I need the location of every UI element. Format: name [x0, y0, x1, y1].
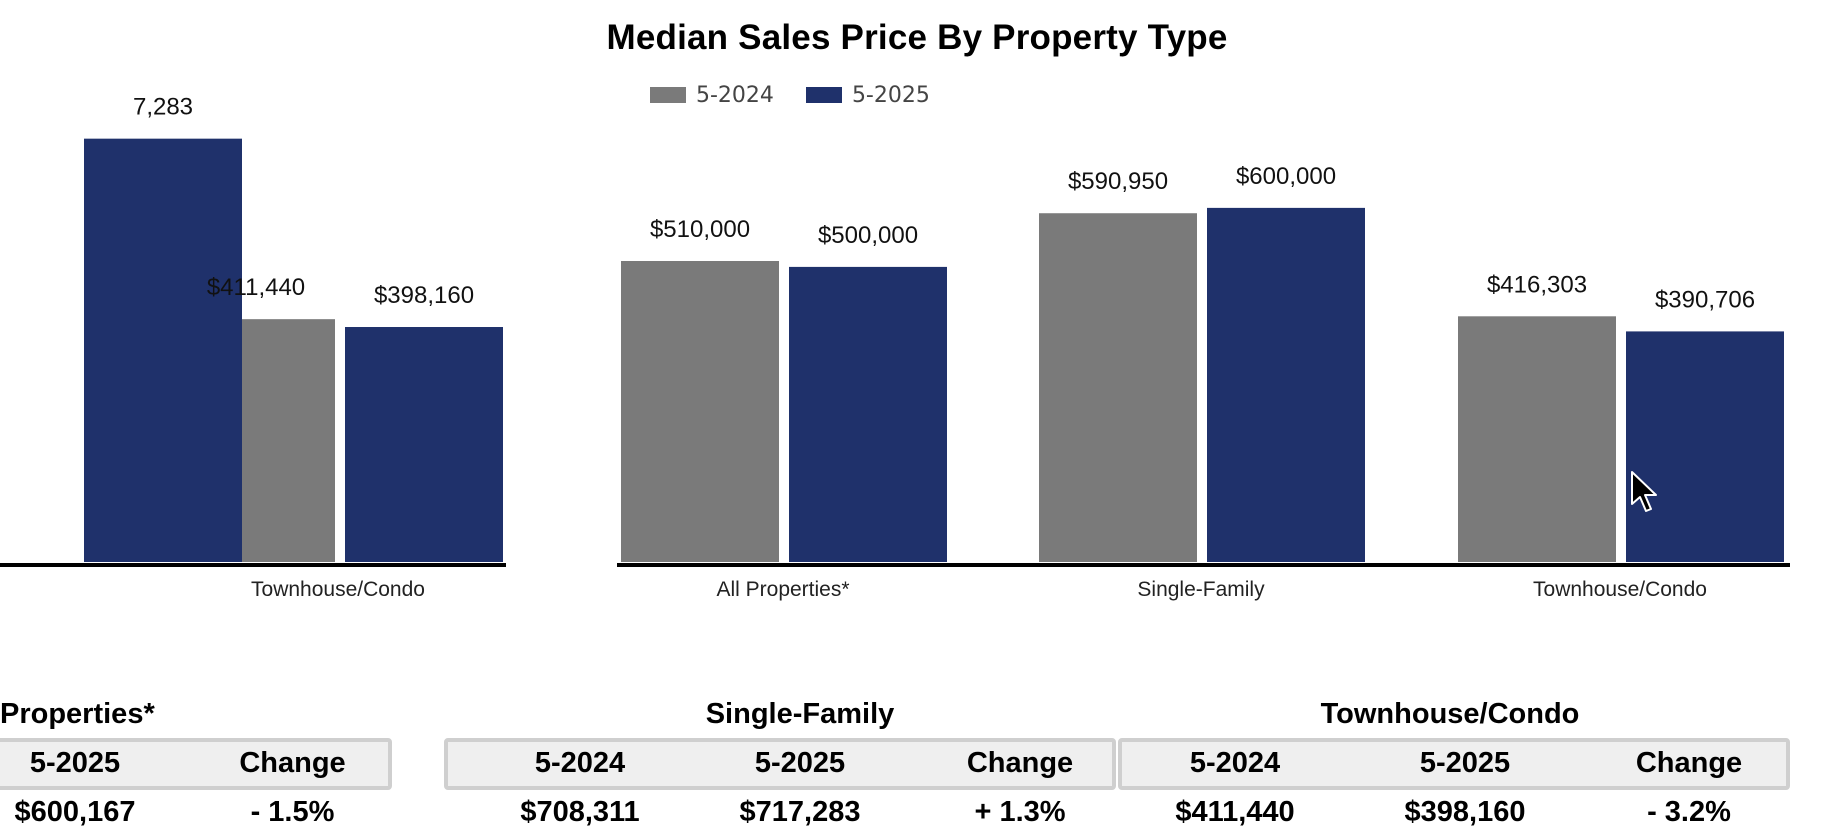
table-cell: $717,283	[739, 796, 861, 828]
legend-item-2024: 5-2024	[650, 83, 774, 108]
bar-value-label: $600,000	[1236, 163, 1336, 190]
table-header: Change	[1635, 747, 1743, 779]
bar-5-2024-1	[1039, 213, 1197, 562]
bar-value-label: 7,283	[133, 94, 193, 121]
table-header: 5-2025	[29, 747, 121, 779]
table-header: Change	[239, 747, 346, 779]
chart-title: Median Sales Price By Property Type	[606, 18, 1228, 57]
bar-5-2024-2	[1458, 316, 1616, 562]
legend-swatch-2024	[650, 87, 686, 103]
table-cell: $411,440	[1175, 796, 1295, 828]
legend-item-2025: 5-2025	[805, 82, 930, 108]
category-label: Townhouse/Condo	[1533, 578, 1707, 601]
bar-value-label: $398,160	[374, 282, 474, 309]
table-group-title-townhouse: Townhouse/Condo	[1320, 698, 1580, 730]
table-cell: $398,160	[1404, 796, 1526, 828]
table-header: 5-2025	[1419, 747, 1511, 779]
legend-swatch-2025	[805, 87, 842, 103]
bar-value-label: $590,950	[1068, 168, 1168, 195]
table-cell: - 3.2%	[1647, 796, 1731, 828]
category-label: All Properties*	[716, 578, 849, 601]
table-header-box-all	[0, 738, 392, 790]
bar-value-label: $390,706	[1655, 286, 1755, 313]
bar-5-2025-2	[1626, 331, 1784, 562]
category-label: Townhouse/Condo	[251, 578, 425, 601]
bar-value-label: $510,000	[650, 216, 750, 243]
mouse-cursor-icon	[1631, 471, 1657, 512]
category-label: Single-Family	[1137, 578, 1265, 601]
table-header: 5-2024	[1189, 747, 1281, 779]
table-cell: $708,311	[520, 796, 640, 828]
bar-5-2025-0	[84, 138, 242, 562]
bar-value-label: $500,000	[818, 222, 918, 249]
bar-5-2025-1	[345, 327, 503, 562]
legend-label-2025: 5-2025	[851, 82, 930, 108]
table-header: Change	[966, 747, 1074, 779]
bar-value-label: $411,440	[207, 274, 305, 301]
bar-value-label: $416,303	[1487, 271, 1587, 298]
legend-label-2024: 5-2024	[696, 82, 774, 108]
table-group-title-single-family: Single-Family	[705, 698, 895, 730]
table-group-title-all: Properties*	[0, 698, 155, 730]
table-header-box-townhouse	[1118, 738, 1790, 790]
table-cell: + 1.3%	[974, 796, 1066, 828]
table-header: 5-2024	[534, 747, 626, 779]
table-header-box-single-family	[444, 738, 1116, 790]
table-header: 5-2025	[754, 747, 846, 779]
chart-legend: 5-2024 5-2025	[650, 80, 930, 110]
table-cell: - 1.5%	[250, 796, 335, 828]
bar-5-2024-0	[621, 261, 779, 562]
bar-5-2025-1	[1207, 207, 1365, 562]
bar-chart: 7,283 $411,440 $398,160 Townhouse/Condo $510…	[0, 94, 1790, 601]
table-cell: $600,167	[14, 796, 136, 828]
bar-5-2025-0	[789, 266, 947, 562]
